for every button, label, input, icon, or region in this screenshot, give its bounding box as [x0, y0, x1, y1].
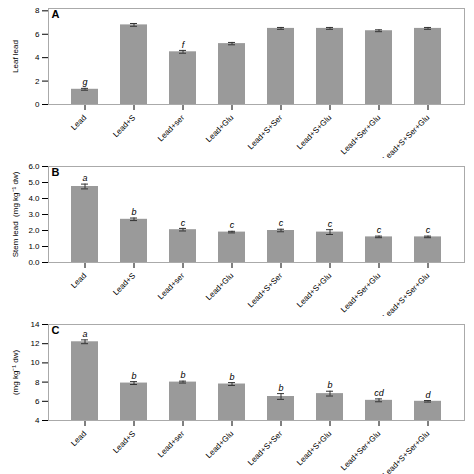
svg-text:Lead+S+Ser: Lead+S+Ser: [246, 113, 284, 151]
svg-text:0: 0: [35, 100, 40, 109]
svg-text:Stem lead (mg kg⁻¹ dw): Stem lead (mg kg⁻¹ dw): [11, 171, 20, 257]
svg-text:4.0: 4.0: [28, 194, 40, 203]
svg-text:6: 6: [35, 397, 40, 406]
svg-text:Lead+S+Glu: Lead+S+Glu: [295, 113, 333, 151]
svg-text:c: c: [328, 219, 333, 229]
svg-text:8: 8: [35, 6, 40, 15]
svg-text:10: 10: [31, 358, 40, 367]
svg-text:Lead+Glu: Lead+Glu: [204, 113, 235, 144]
svg-text:c: c: [279, 218, 284, 228]
svg-text:B: B: [52, 166, 60, 178]
svg-text:Lead+S: Lead+S: [111, 113, 137, 139]
svg-text:a: a: [82, 173, 87, 183]
svg-text:(mg kg⁻¹ dw): (mg kg⁻¹ dw): [11, 350, 20, 396]
svg-text:c: c: [377, 225, 382, 235]
svg-text:4: 4: [35, 416, 40, 425]
svg-text:Lead+S+Ser: Lead+S+Ser: [246, 429, 284, 467]
svg-text:6.0: 6.0: [28, 162, 40, 171]
svg-text:8: 8: [35, 378, 40, 387]
svg-text:Lead+S+Glu: Lead+S+Glu: [295, 271, 333, 309]
svg-text:Lead+S+Ser+Glu: Lead+S+Ser+Glu: [381, 271, 431, 316]
svg-text:5.0: 5.0: [28, 178, 40, 187]
svg-text:Lead+Ser+Glu: Lead+Ser+Glu: [339, 271, 382, 314]
svg-text:f: f: [182, 40, 186, 50]
svg-text:b: b: [229, 372, 234, 382]
svg-text:b: b: [278, 383, 283, 393]
svg-text:Lead+Glu: Lead+Glu: [204, 271, 235, 302]
svg-text:cd: cd: [374, 388, 385, 398]
svg-text:C: C: [52, 324, 60, 336]
svg-text:Lead+Ser+Glu: Lead+Ser+Glu: [339, 429, 382, 472]
svg-text:b: b: [131, 371, 136, 381]
svg-text:Lead+S+Ser+Glu: Lead+S+Ser+Glu: [381, 113, 431, 158]
svg-text:Lead: Lead: [69, 429, 88, 448]
svg-text:Lead+Ser+Glu: Lead+Ser+Glu: [339, 113, 382, 156]
svg-text:Lead: Lead: [69, 271, 88, 290]
svg-text:Lead+S+Ser: Lead+S+Ser: [246, 271, 284, 309]
svg-text:2.0: 2.0: [28, 226, 40, 235]
svg-text:Leaf lead: Leaf lead: [11, 40, 20, 73]
svg-text:b: b: [327, 380, 332, 390]
svg-text:c: c: [426, 225, 431, 235]
svg-text:b: b: [131, 207, 136, 217]
svg-text:A: A: [52, 8, 60, 20]
svg-text:12: 12: [31, 339, 40, 348]
svg-text:d: d: [425, 390, 431, 400]
svg-text:Lead+Glu: Lead+Glu: [204, 429, 235, 460]
svg-text:b: b: [180, 370, 185, 380]
svg-text:Lead+ser: Lead+ser: [156, 429, 186, 459]
svg-text:Lead+S: Lead+S: [111, 271, 137, 297]
svg-text:Lead+S: Lead+S: [111, 429, 137, 455]
svg-text:6: 6: [35, 30, 40, 39]
svg-text:0.0: 0.0: [28, 258, 40, 267]
svg-text:1.0: 1.0: [28, 242, 40, 251]
svg-text:2: 2: [35, 77, 40, 86]
svg-text:Lead+S+Ser+Glu: Lead+S+Ser+Glu: [381, 429, 431, 474]
svg-text:g: g: [82, 77, 87, 87]
svg-text:c: c: [230, 220, 235, 230]
svg-text:Lead+ser: Lead+ser: [156, 271, 186, 301]
svg-text:a: a: [82, 329, 87, 339]
svg-text:14: 14: [31, 320, 40, 329]
svg-text:3.0: 3.0: [28, 210, 40, 219]
svg-text:c: c: [181, 218, 186, 228]
svg-text:Lead+S+Glu: Lead+S+Glu: [295, 429, 333, 467]
svg-text:Lead: Lead: [69, 113, 88, 132]
svg-text:4: 4: [35, 53, 40, 62]
svg-text:Lead+ser: Lead+ser: [156, 113, 186, 143]
